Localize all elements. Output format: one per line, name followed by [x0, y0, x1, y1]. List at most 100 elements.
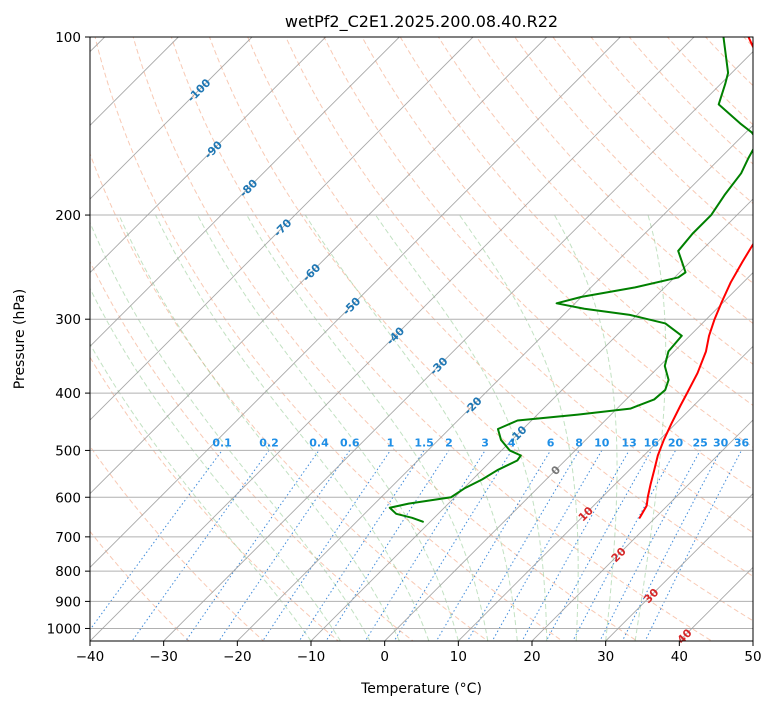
moist-adiabat: [304, 214, 518, 641]
mixing-ratio-line: [545, 450, 652, 641]
mixing-ratio-label: 3: [481, 436, 489, 449]
mixing-ratio-label: 6: [547, 436, 555, 449]
moist-adiabat: [554, 214, 618, 641]
mixing-ratio-line: [521, 450, 630, 641]
dry-adiabat: [552, 37, 753, 244]
isotherm-line: [531, 419, 753, 641]
mixing-ratio-label: 16: [644, 436, 660, 449]
y-tick-label: 900: [55, 594, 81, 610]
isotherm-line: [90, 37, 474, 421]
moist-adiabat: [118, 214, 400, 641]
isotherm-line: [90, 37, 621, 568]
background-lines: [90, 37, 753, 641]
moist-adiabat: [634, 214, 667, 641]
mixing-ratio-label: 0.1: [212, 436, 232, 449]
dewpoint-profile-line: [388, 37, 753, 523]
x-tick-label: 20: [523, 649, 540, 665]
isotherm-line: [384, 272, 753, 641]
y-tick-label: 100: [55, 30, 81, 46]
isotherm-lines: [90, 37, 753, 641]
mixing-ratio-line: [185, 450, 320, 641]
moist-adiabat: [90, 342, 312, 641]
dry-adiabat: [90, 445, 265, 641]
isotherm-line: [90, 37, 253, 200]
dry-adiabat: [437, 37, 753, 365]
mixing-ratio-label: 8: [575, 436, 583, 449]
mixing-ratio-label: 0.4: [309, 436, 329, 449]
mixing-ratio-label: 4: [508, 436, 516, 449]
mixing-ratio-label: 20: [668, 436, 684, 449]
pressure-grid: [90, 37, 753, 629]
isotherm-line: [90, 37, 695, 641]
x-tick-label: 0: [380, 649, 389, 665]
mixing-ratio-line: [90, 450, 223, 631]
mixing-ratio-label: 30: [713, 436, 729, 449]
mixing-ratio-label: 36: [734, 436, 750, 449]
dry-adiabat: [399, 37, 753, 407]
mixing-ratio-label: 13: [622, 436, 637, 449]
y-tick-label: 500: [55, 443, 81, 459]
isotherm-line: [458, 345, 753, 641]
y-tick-label: 300: [55, 312, 81, 328]
y-tick-label: 800: [55, 564, 81, 580]
moist-adiabat: [197, 214, 459, 641]
y-tick-label: 200: [55, 208, 81, 224]
y-tick-label: 700: [55, 530, 81, 546]
dry-adiabat: [361, 37, 753, 448]
moist-adiabat: [246, 214, 489, 641]
y-axis-label: Pressure (hPa): [12, 289, 28, 389]
chart-title: wetPf2_C2E1.2025.200.08.40.R22: [285, 12, 558, 32]
dry-adiabat: [208, 37, 753, 622]
mixing-ratio-line: [621, 450, 722, 641]
mixing-ratio-label: 10: [594, 436, 610, 449]
dry-adiabat: [285, 37, 753, 534]
dry-adiabat: [666, 37, 753, 126]
x-tick-label: 50: [744, 649, 761, 665]
profile-series: [388, 37, 753, 523]
temperature-profile-line: [638, 37, 753, 519]
moist-adiabat: [155, 214, 430, 641]
isotherm-line: [90, 37, 326, 274]
axes: −40 −30 −20 −10 0 10 20 30 40 5010020030040050060…: [47, 30, 762, 665]
x-tick-label: −20: [223, 649, 252, 665]
isotherm-line: [90, 37, 547, 495]
mixing-ratio-line: [491, 450, 603, 641]
x-tick-label: −10: [297, 649, 326, 665]
dry-adiabat: [90, 530, 190, 641]
dry-adiabat: [132, 37, 638, 641]
mixing-ratio-label: 25: [693, 436, 708, 449]
mixing-ratio-line: [644, 450, 742, 641]
mixing-ratio-label: 2: [445, 436, 453, 449]
isotherm-line: [310, 198, 753, 641]
isotherm-line: [605, 493, 753, 641]
plot-frame: [89, 36, 754, 642]
y-tick-label: 600: [55, 490, 81, 506]
mixing-ratio-label: 0.6: [340, 436, 360, 449]
mixing-ratio-label: 1: [387, 436, 395, 449]
y-tick-label: 1000: [47, 621, 81, 637]
isotherm-line: [90, 37, 400, 347]
dry-adiabat: [90, 260, 414, 641]
x-tick-label: 40: [671, 649, 688, 665]
mixing-ratio-line: [325, 450, 450, 641]
dry-adiabat: [94, 37, 564, 641]
mixing-ratio-label: 1.5: [414, 436, 434, 449]
mixing-ratio-line: [466, 450, 580, 641]
x-axis-label: Temperature (°C): [360, 681, 482, 697]
isotherm-line: [163, 51, 753, 641]
mixing-ratio-line: [298, 450, 425, 641]
y-tick-label: 400: [55, 386, 81, 402]
mixing-ratio-line: [435, 450, 552, 641]
dry-adiabat: [590, 37, 753, 205]
mixing-ratio-label: 0.2: [259, 436, 279, 449]
x-tick-label: −40: [76, 649, 105, 665]
dry-adiabat: [90, 152, 489, 641]
isotherm-line: [237, 124, 753, 641]
mixing-ratio-line: [218, 450, 351, 641]
mixing-ratio-line: [131, 450, 270, 641]
x-tick-label: −30: [149, 649, 178, 665]
moist-adiabat: [90, 287, 341, 641]
